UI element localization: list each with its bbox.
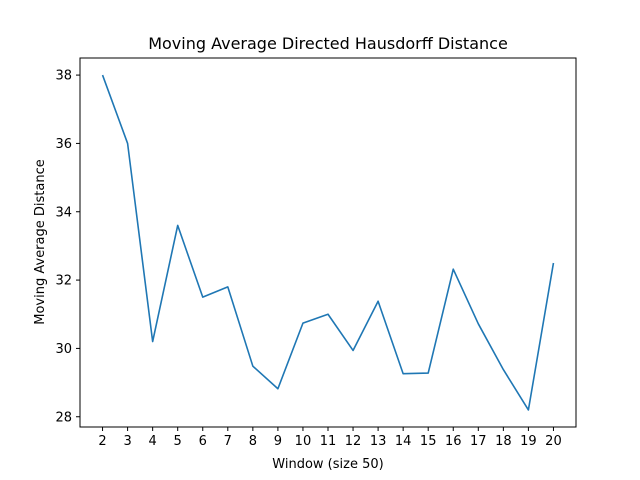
y-tick-label: 38 [55, 69, 72, 84]
x-tick-label: 15 [420, 434, 437, 449]
y-tick-label: 28 [55, 410, 72, 425]
x-tick-label: 14 [395, 434, 412, 449]
x-tick-label: 19 [520, 434, 537, 449]
series-line [101, 74, 555, 411]
x-tick-label: 20 [545, 434, 562, 449]
plot-area: 2 3 4 5 6 7 8 9 10 11 12 13 14 15 16 17 18 19 20 283032343… [55, 57, 577, 449]
y-tick-label: 30 [55, 342, 72, 357]
x-tick-label: 3 [123, 434, 131, 449]
x-tick-label: 8 [249, 434, 257, 449]
x-axis: 2 3 4 5 6 7 8 9 10 11 12 13 14 15 16 17 18 19 20 [98, 427, 562, 449]
x-tick-label: 10 [295, 434, 312, 449]
y-axis-label: Moving Average Distance [33, 159, 48, 324]
y-tick-label: 34 [55, 205, 72, 220]
x-tick-label: 2 [98, 434, 106, 449]
x-tick-label: 5 [174, 434, 182, 449]
x-tick-label: 18 [495, 434, 512, 449]
chart-title: Moving Average Directed Hausdorff Distan… [148, 34, 508, 53]
x-axis-label: Window (size 50) [272, 457, 383, 472]
y-tick-label: 32 [55, 274, 72, 289]
x-tick-label: 13 [370, 434, 387, 449]
x-tick-label: 17 [470, 434, 487, 449]
x-tick-label: 12 [345, 434, 362, 449]
x-tick-label: 11 [320, 434, 337, 449]
x-tick-label: 4 [149, 434, 157, 449]
y-axis: 28 30 32 34 36 38 [55, 69, 80, 425]
x-tick-label: 9 [274, 434, 282, 449]
y-tick-label: 36 [55, 137, 72, 152]
plot-frame [79, 57, 577, 428]
x-tick-label: 16 [445, 434, 462, 449]
x-tick-label: 6 [199, 434, 207, 449]
x-tick-label: 7 [224, 434, 232, 449]
